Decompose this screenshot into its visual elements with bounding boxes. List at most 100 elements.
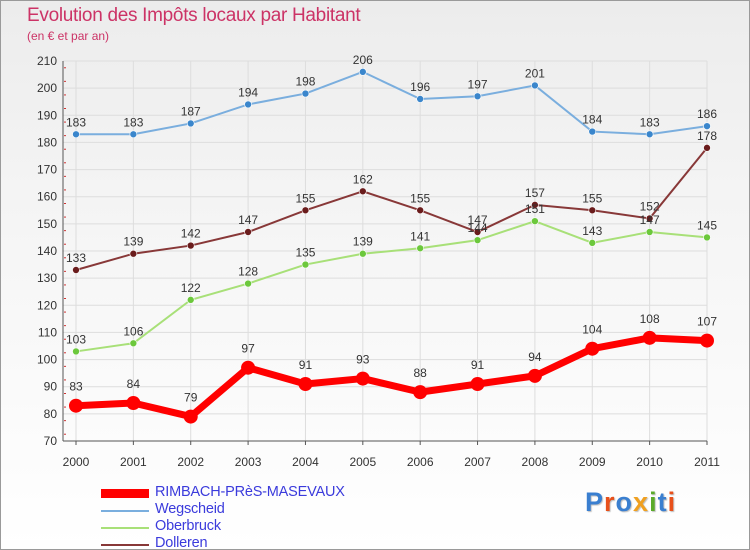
data-point <box>531 81 539 90</box>
data-label: 107 <box>697 315 717 329</box>
data-point <box>355 371 370 386</box>
data-point <box>244 228 252 236</box>
data-point <box>72 130 80 139</box>
data-label: 104 <box>582 323 602 337</box>
y-tick-label: 150 <box>37 217 57 231</box>
x-tick-label: 2005 <box>349 455 376 469</box>
series-line <box>75 220 708 353</box>
data-point <box>703 122 711 130</box>
data-point <box>413 385 428 400</box>
data-label: 122 <box>181 281 201 295</box>
logo-letter: x <box>633 487 650 517</box>
data-point <box>186 241 195 250</box>
data-point <box>301 260 310 269</box>
data-point <box>416 95 424 103</box>
data-point <box>186 296 195 304</box>
y-tick-label: 170 <box>37 163 57 177</box>
y-tick-label: 80 <box>44 407 58 421</box>
series-lines <box>69 68 714 424</box>
legend-swatch <box>101 489 149 498</box>
data-label: 93 <box>356 353 370 367</box>
grid-lines <box>63 60 708 442</box>
data-label: 194 <box>238 85 258 99</box>
data-point <box>129 249 138 258</box>
data-point <box>241 360 256 375</box>
series-wegscheid <box>72 68 711 139</box>
data-label: 94 <box>528 350 542 364</box>
data-label: 155 <box>410 191 430 205</box>
data-label: 162 <box>353 172 373 186</box>
data-label: 198 <box>295 75 315 89</box>
data-label: 155 <box>582 191 602 205</box>
data-point <box>700 333 714 348</box>
data-label: 178 <box>697 129 717 143</box>
data-label: 187 <box>181 104 201 118</box>
series-oberbruck <box>72 217 711 356</box>
legend-label: RIMBACH-PRèS-MASEVAUX <box>155 484 345 500</box>
data-label: 142 <box>181 227 201 241</box>
data-label: 83 <box>69 380 83 394</box>
data-point <box>585 341 600 356</box>
data-point <box>129 130 138 139</box>
data-label: 147 <box>640 213 660 227</box>
logo-letter: i <box>667 487 677 517</box>
data-point <box>588 127 597 136</box>
x-tick-label: 2002 <box>177 455 204 469</box>
data-label: 144 <box>468 221 488 235</box>
y-tick-label: 210 <box>37 54 57 68</box>
data-point <box>531 217 539 225</box>
data-label: 183 <box>640 115 660 129</box>
axes: 7080901001101201301401501601701801902002… <box>37 54 720 469</box>
data-point <box>359 249 367 258</box>
data-point <box>645 228 654 236</box>
x-tick-label: 2008 <box>522 455 549 469</box>
x-tick-label: 2006 <box>407 455 434 469</box>
data-point <box>473 228 482 236</box>
data-point <box>72 266 80 274</box>
x-tick-label: 2003 <box>235 455 262 469</box>
data-point <box>703 144 711 152</box>
data-label: 141 <box>410 229 430 243</box>
data-label: 196 <box>410 80 430 94</box>
data-label: 184 <box>582 113 602 127</box>
logo-letter: o <box>615 487 634 517</box>
data-label: 145 <box>697 218 717 232</box>
logo-letter: i <box>649 487 658 517</box>
x-tick-label: 2009 <box>579 455 606 469</box>
data-label: 157 <box>525 186 545 200</box>
y-tick-label: 90 <box>44 380 58 394</box>
y-tick-label: 160 <box>37 190 57 204</box>
data-label: 139 <box>353 235 373 249</box>
data-label: 103 <box>66 332 86 346</box>
x-tick-label: 2004 <box>292 455 319 469</box>
data-point <box>531 201 539 209</box>
data-label: 152 <box>640 199 660 213</box>
data-point <box>527 368 542 383</box>
data-label: 91 <box>471 358 485 372</box>
data-point <box>69 398 83 413</box>
data-point <box>298 377 313 391</box>
data-point <box>642 330 657 345</box>
series-rimbach-pr-s-masevaux <box>69 330 714 424</box>
data-label: 206 <box>353 53 373 67</box>
data-label: 84 <box>127 377 141 391</box>
data-point <box>186 119 195 128</box>
data-point <box>470 377 485 391</box>
data-point <box>359 187 367 196</box>
data-point <box>183 409 198 424</box>
y-tick-label: 120 <box>37 298 57 312</box>
logo-letter: t <box>657 487 668 517</box>
data-point <box>301 89 310 98</box>
data-label: 147 <box>238 213 258 227</box>
y-tick-label: 100 <box>37 353 57 367</box>
series-line <box>75 334 708 421</box>
data-point <box>703 233 711 242</box>
y-tick-label: 200 <box>37 81 57 95</box>
data-label: 183 <box>123 115 143 129</box>
data-label: 79 <box>184 391 198 405</box>
data-point <box>645 214 654 223</box>
data-point <box>301 206 310 215</box>
data-label: 133 <box>66 251 86 265</box>
data-point <box>645 130 654 139</box>
